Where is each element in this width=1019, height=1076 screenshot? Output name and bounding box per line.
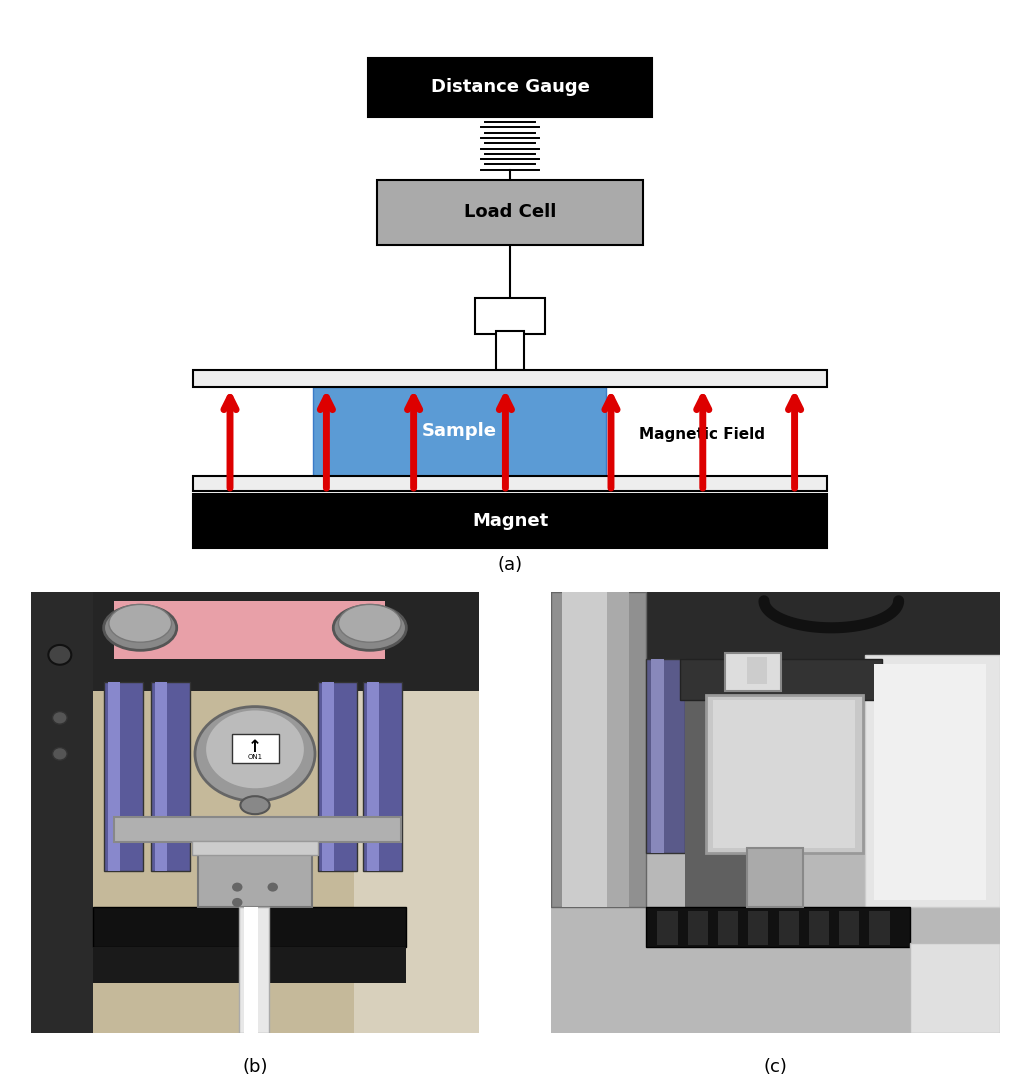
Bar (194, 494, 826, 548)
Ellipse shape (205, 710, 305, 789)
Bar (155, 682, 167, 870)
Bar (748, 910, 767, 945)
Bar (868, 910, 889, 945)
Bar (313, 387, 606, 476)
Bar (93, 907, 406, 948)
Ellipse shape (195, 707, 315, 802)
Bar (114, 600, 385, 660)
Bar (705, 695, 862, 853)
Bar (550, 592, 999, 660)
Bar (909, 943, 999, 1033)
Bar (550, 592, 646, 907)
Ellipse shape (52, 748, 67, 760)
Bar (685, 699, 747, 907)
Bar (606, 592, 629, 907)
Bar (746, 848, 803, 907)
Bar (194, 476, 826, 491)
Bar (646, 660, 685, 853)
Text: (a): (a) (497, 555, 522, 574)
Bar (231, 734, 279, 763)
Ellipse shape (240, 796, 269, 815)
Ellipse shape (48, 645, 71, 665)
Bar (354, 592, 479, 1033)
Bar (717, 910, 738, 945)
Bar (646, 907, 909, 948)
Bar (104, 682, 144, 870)
Bar (687, 910, 707, 945)
Bar (194, 370, 826, 387)
Bar (713, 699, 854, 848)
Bar (377, 180, 643, 245)
Ellipse shape (338, 605, 400, 642)
Ellipse shape (109, 605, 171, 642)
Bar (839, 910, 859, 945)
Text: Distance Gauge: Distance Gauge (430, 79, 589, 97)
Ellipse shape (231, 897, 243, 907)
Text: Load Cell: Load Cell (464, 203, 555, 222)
Text: Sample: Sample (422, 422, 496, 440)
Bar (317, 682, 357, 870)
Text: ON1: ON1 (248, 754, 262, 761)
Bar (657, 910, 677, 945)
Bar (864, 655, 999, 907)
Bar (362, 682, 401, 870)
Bar (244, 907, 258, 1033)
Bar (151, 682, 191, 870)
Bar (114, 817, 400, 843)
Bar (366, 682, 379, 870)
Text: Magnet: Magnet (472, 512, 547, 530)
Ellipse shape (52, 711, 67, 724)
Bar (723, 653, 781, 691)
Bar (650, 660, 663, 853)
Bar (31, 592, 479, 691)
Bar (746, 656, 766, 683)
Bar (193, 841, 317, 854)
Bar (31, 592, 93, 1033)
Bar (108, 682, 120, 870)
Ellipse shape (104, 606, 176, 650)
Bar (561, 592, 606, 907)
Bar (808, 910, 828, 945)
Bar (475, 298, 544, 335)
Bar (93, 948, 406, 983)
Ellipse shape (333, 606, 406, 650)
Text: ↑: ↑ (248, 738, 262, 755)
Bar (198, 853, 312, 907)
Text: Magnetic Field: Magnetic Field (638, 427, 764, 442)
Bar (239, 907, 268, 1033)
Bar (777, 910, 798, 945)
Ellipse shape (267, 882, 278, 892)
Bar (321, 682, 334, 870)
Bar (680, 660, 881, 699)
Bar (873, 664, 985, 900)
Text: (c): (c) (762, 1058, 787, 1076)
Ellipse shape (231, 882, 243, 892)
Bar (496, 331, 524, 370)
Bar (368, 58, 652, 117)
Text: (b): (b) (243, 1058, 268, 1076)
